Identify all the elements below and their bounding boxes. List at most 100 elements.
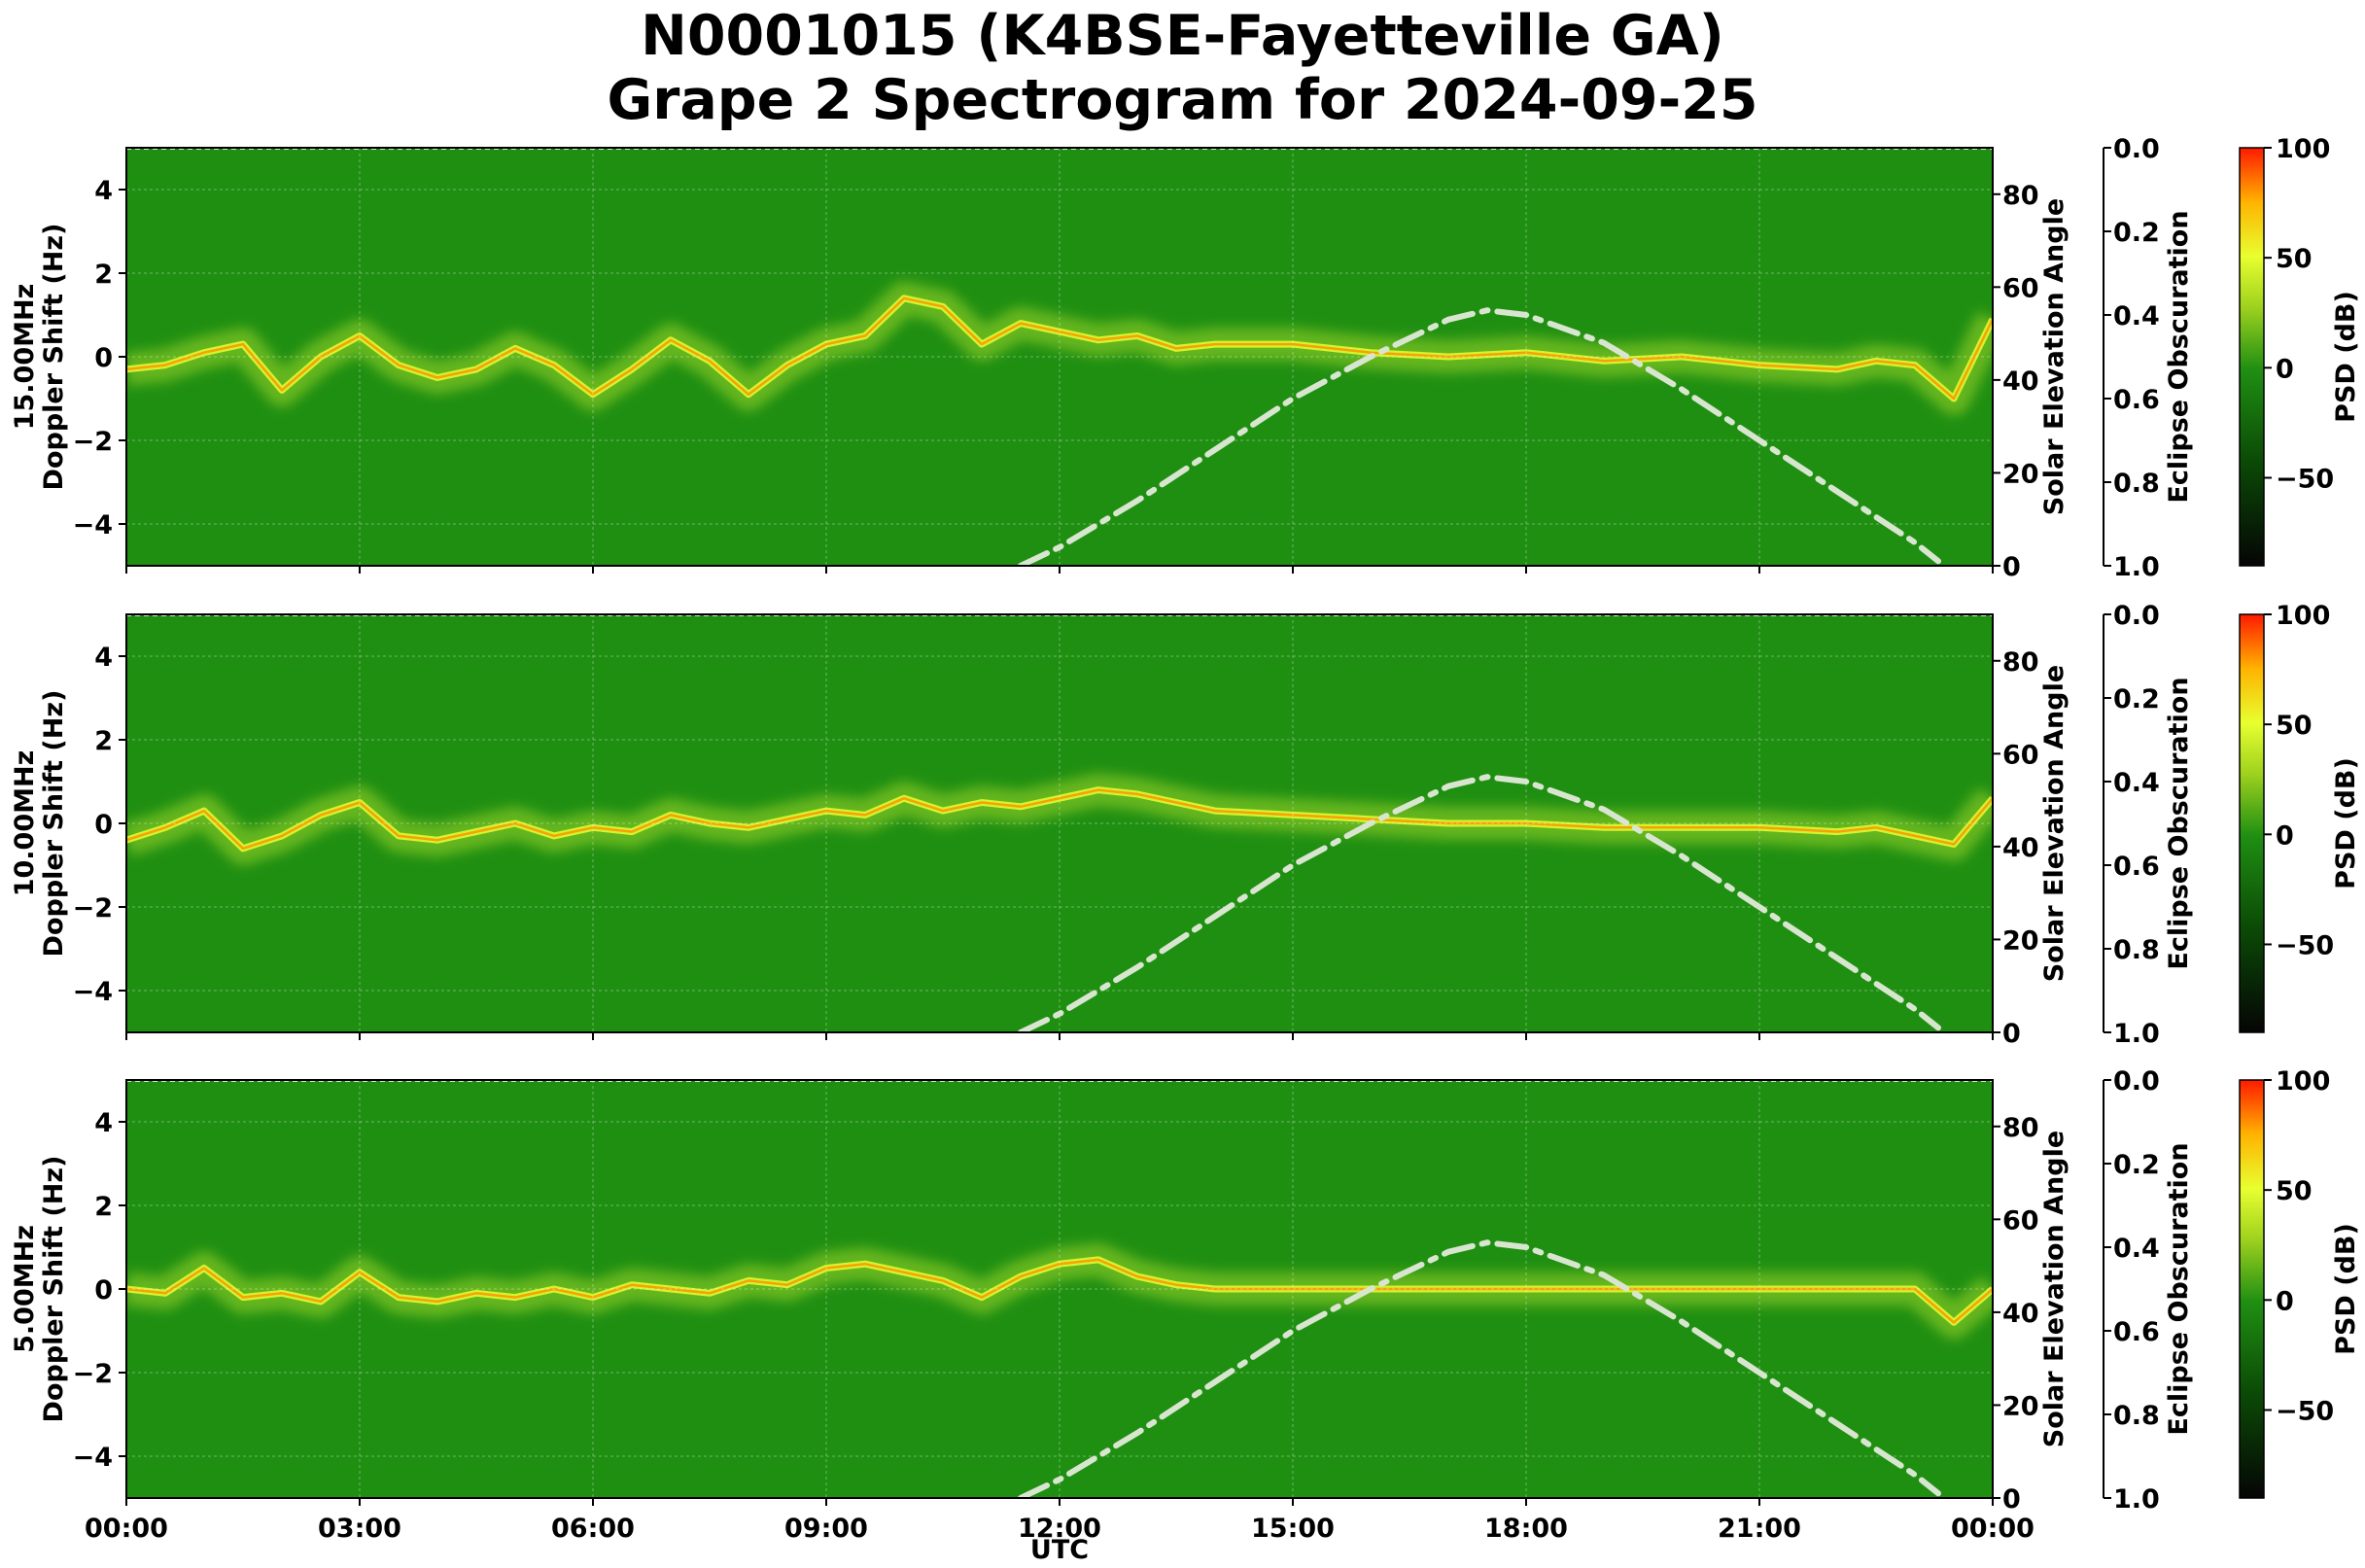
eclipse-tick-label: 0.6 <box>2113 385 2160 415</box>
colorbar-tick-label: 50 <box>2276 244 2313 274</box>
eclipse-tick-label: 1.0 <box>2113 1019 2160 1049</box>
y-tick-label: 2 <box>94 726 113 756</box>
frequency-label: 10.00MHz <box>10 750 40 897</box>
solar-tick-label: 80 <box>2002 1113 2039 1143</box>
y-tick-label: 2 <box>94 1192 113 1222</box>
x-tick-label: 00:00 <box>85 1514 168 1544</box>
psd-colorbar-label: PSD (dB) <box>2331 291 2361 423</box>
doppler-signal-core <box>126 1258 1993 1324</box>
colorbar-tick-label: 0 <box>2276 820 2294 851</box>
y-tick-label: 4 <box>94 1108 113 1138</box>
colorbar-tick-label: 50 <box>2276 711 2313 741</box>
spectrogram-plot-area <box>126 1080 1993 1498</box>
eclipse-tick-label: 1.0 <box>2113 1484 2160 1515</box>
doppler-signal-core <box>126 788 1993 851</box>
y-tick-label: −4 <box>73 510 113 540</box>
y-tick-label: 0 <box>94 343 113 373</box>
solar-tick-label: 40 <box>2002 366 2039 397</box>
eclipse-tick-label: 0.8 <box>2113 1401 2160 1431</box>
eclipse-obscuration-axis-label: Eclipse Obscuration <box>2164 677 2194 969</box>
eclipse-tick-label: 0.4 <box>2113 301 2160 331</box>
solar-elevation-curve <box>1018 1239 1941 1498</box>
psd-colorbar <box>2239 613 2265 1033</box>
x-tick-label: 00:00 <box>1951 1514 2035 1544</box>
y-tick-label: −4 <box>73 977 113 1007</box>
x-tick-label: 12:00 <box>1018 1514 1101 1544</box>
y-tick-label: 4 <box>94 176 113 206</box>
eclipse-tick-label: 0.8 <box>2113 469 2160 499</box>
colorbar-tick-label: 100 <box>2276 1066 2330 1097</box>
y-tick-label: −4 <box>73 1443 113 1473</box>
eclipse-tick-label: 0.2 <box>2113 1150 2160 1180</box>
frequency-label: 5.00MHz <box>10 1225 40 1353</box>
solar-tick-label: 60 <box>2002 273 2039 303</box>
solar-tick-label: 0 <box>2002 1019 2021 1049</box>
solar-tick-label: 40 <box>2002 833 2039 863</box>
colorbar-tick-label: −50 <box>2276 1396 2334 1426</box>
y-tick-label: 4 <box>94 643 113 673</box>
solar-tick-label: 0 <box>2002 552 2021 582</box>
figure-title-line-1: N0001015 (K4BSE-Fayetteville GA) <box>641 4 1724 68</box>
solar-tick-label: 0 <box>2002 1484 2021 1515</box>
y-tick-label: 0 <box>94 1275 113 1306</box>
eclipse-obscuration-axis-label: Eclipse Obscuration <box>2164 210 2194 503</box>
eclipse-tick-label: 0.0 <box>2113 1066 2160 1097</box>
eclipse-obscuration-axis-label: Eclipse Obscuration <box>2164 1142 2194 1435</box>
figure-title-line-2: Grape 2 Spectrogram for 2024-09-25 <box>607 68 1758 132</box>
solar-elevation-curve <box>1018 307 1941 566</box>
colorbar-tick-label: −50 <box>2276 930 2334 960</box>
eclipse-tick-label: 0.8 <box>2113 935 2160 965</box>
doppler-axis-label: Doppler Shift (Hz) <box>39 224 69 491</box>
solar-tick-label: 20 <box>2002 459 2039 489</box>
psd-colorbar <box>2239 147 2265 567</box>
solar-tick-label: 80 <box>2002 647 2039 678</box>
eclipse-tick-label: 0.2 <box>2113 218 2160 248</box>
psd-colorbar <box>2239 1079 2265 1499</box>
eclipse-tick-label: 0.4 <box>2113 768 2160 798</box>
solar-tick-label: 40 <box>2002 1299 2039 1329</box>
solar-elevation-axis-label: Solar Elevation Angle <box>2039 665 2069 982</box>
solar-tick-label: 60 <box>2002 740 2039 770</box>
y-tick-label: −2 <box>73 427 113 457</box>
y-tick-label: −2 <box>73 1359 113 1389</box>
solar-tick-label: 20 <box>2002 925 2039 956</box>
solar-tick-label: 60 <box>2002 1205 2039 1236</box>
colorbar-tick-label: −50 <box>2276 464 2334 494</box>
y-tick-label: 2 <box>94 260 113 290</box>
psd-colorbar-label: PSD (dB) <box>2331 1223 2361 1355</box>
solar-tick-label: 20 <box>2002 1391 2039 1421</box>
psd-colorbar-label: PSD (dB) <box>2331 757 2361 889</box>
solar-elevation-curve <box>1018 774 1941 1032</box>
x-tick-label: 06:00 <box>551 1514 635 1544</box>
colorbar-tick-label: 0 <box>2276 354 2294 384</box>
frequency-label: 15.00MHz <box>10 284 40 431</box>
eclipse-tick-label: 0.2 <box>2113 684 2160 714</box>
solar-elevation-axis-label: Solar Elevation Angle <box>2039 198 2069 515</box>
x-tick-label: 03:00 <box>318 1514 401 1544</box>
eclipse-tick-label: 0.4 <box>2113 1234 2160 1264</box>
doppler-signal-core <box>126 296 1993 401</box>
y-tick-label: −2 <box>73 893 113 923</box>
colorbar-tick-label: 0 <box>2276 1286 2294 1316</box>
eclipse-tick-label: 0.6 <box>2113 852 2160 882</box>
eclipse-tick-label: 0.6 <box>2113 1317 2160 1347</box>
x-tick-label: 15:00 <box>1251 1514 1335 1544</box>
x-tick-label: 21:00 <box>1718 1514 1801 1544</box>
eclipse-tick-label: 0.0 <box>2113 134 2160 164</box>
colorbar-tick-label: 100 <box>2276 601 2330 631</box>
solar-tick-label: 80 <box>2002 181 2039 211</box>
x-tick-label: 09:00 <box>784 1514 868 1544</box>
spectrogram-plot-area <box>126 148 1993 566</box>
eclipse-tick-label: 1.0 <box>2113 552 2160 582</box>
doppler-axis-label: Doppler Shift (Hz) <box>39 1156 69 1423</box>
x-tick-label: 18:00 <box>1484 1514 1568 1544</box>
eclipse-tick-label: 0.0 <box>2113 601 2160 631</box>
doppler-axis-label: Doppler Shift (Hz) <box>39 690 69 958</box>
colorbar-tick-label: 50 <box>2276 1176 2313 1206</box>
colorbar-tick-label: 100 <box>2276 134 2330 164</box>
solar-elevation-axis-label: Solar Elevation Angle <box>2039 1131 2069 1447</box>
y-tick-label: 0 <box>94 810 113 840</box>
x-axis-label: UTC <box>1030 1535 1089 1565</box>
